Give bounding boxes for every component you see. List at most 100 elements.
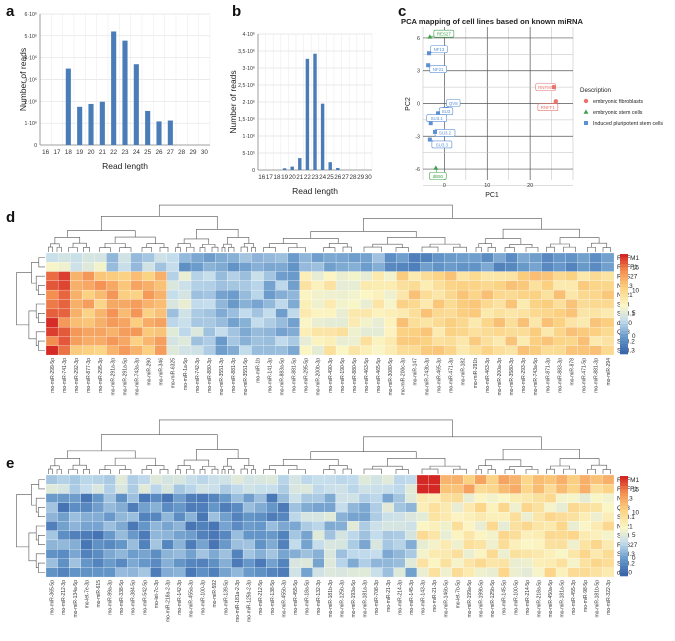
heatmap-cell [208, 567, 221, 578]
column-dendrogram-branch [550, 465, 570, 470]
heatmap-cell [202, 336, 216, 346]
heatmap-cell [242, 539, 255, 550]
heatmap-cell [118, 336, 131, 346]
heatmap-cell [289, 567, 302, 578]
colorbar-segment [620, 284, 628, 288]
heatmap-cell [178, 252, 192, 263]
heatmap-cell [142, 271, 155, 281]
heatmap-cell [382, 484, 394, 494]
column-label: mo-miR-743a-5p [533, 358, 539, 396]
column-label: mo-miR-881-5p [292, 358, 298, 393]
heatmap-cell [166, 271, 180, 281]
heatmap-cell [287, 345, 300, 356]
x-tick-label: 24 [319, 174, 327, 181]
x-tick-label: 21 [296, 174, 304, 181]
heatmap-cell [45, 558, 58, 568]
heatmap-cell [486, 539, 499, 550]
heatmap-cell [393, 521, 406, 531]
heatmap-cell [173, 484, 186, 494]
heatmap-cell [347, 539, 360, 550]
heatmap-cell [456, 280, 470, 291]
heatmap-cell [544, 521, 557, 531]
heatmap-cell [184, 530, 197, 541]
x-tick-label: 16 [42, 149, 50, 156]
column-label: mo-miR-294 [606, 358, 612, 386]
column-dendrogram-branch [221, 247, 226, 252]
y-tick-label: 2·10⁶ [24, 99, 37, 105]
x-tick-label: 27 [342, 174, 350, 181]
heatmap-cell [521, 539, 534, 550]
y-tick-label: 5·10⁵ [242, 151, 255, 157]
heatmap-cell [208, 484, 221, 494]
heatmap-cell [173, 539, 186, 550]
column-dendrogram-branch [263, 247, 276, 252]
heatmap-cell [335, 567, 348, 578]
heatmap-cell [474, 530, 487, 541]
heatmap-cell [416, 493, 429, 503]
column-label: mo-miR-218a-5p [536, 580, 542, 618]
x-tick-label: 30 [201, 149, 209, 156]
heatmap-cell [138, 530, 151, 541]
heatmap-cell [45, 271, 59, 281]
heatmap-cell [208, 521, 221, 531]
heatmap-cell [106, 289, 119, 300]
heatmap-cell [150, 484, 163, 494]
panel-label-b: b [232, 3, 241, 20]
heatmap-cell [541, 327, 554, 337]
point-marker-square [426, 63, 431, 68]
heatmap-cell [396, 252, 409, 263]
column-label: mo-miR-455a-3p [189, 580, 195, 618]
heatmap-cell [311, 317, 325, 328]
heatmap-cell [553, 280, 566, 291]
point-label: SU3 [442, 109, 451, 114]
x-tick-label: 10 [484, 183, 490, 189]
heatmap-cell [505, 317, 518, 328]
heatmap-cell [529, 262, 542, 272]
point-label-box [431, 140, 453, 149]
heatmap-cell [480, 308, 494, 319]
heatmap-cell [69, 530, 81, 541]
heatmap-cell [590, 511, 603, 522]
heatmap-cell [118, 299, 131, 309]
heatmap-cell [393, 493, 406, 503]
heatmap-cell [70, 252, 83, 263]
heatmap-cell [432, 345, 445, 356]
heatmap-cell [178, 289, 192, 300]
heatmap-cell [227, 271, 240, 281]
heatmap-cell [266, 511, 279, 522]
heatmap-cell [300, 474, 313, 485]
column-label: mo-miR-295-5p [304, 358, 310, 393]
heatmap-cell [396, 345, 409, 356]
heatmap-cell [497, 521, 510, 531]
heatmap-cell [190, 262, 204, 272]
heatmap-cell [190, 345, 204, 356]
heatmap-cell [480, 327, 494, 337]
column-label: mo-miR-455b-3p [281, 580, 287, 618]
heatmap-cell [348, 289, 361, 300]
heatmap-cell [439, 549, 452, 559]
heatmap-cell [505, 271, 518, 281]
heatmap-cell [486, 530, 499, 541]
heatmap-cell [505, 327, 518, 337]
heatmap-cell [509, 539, 522, 550]
column-label: mo-miR-1b [255, 358, 261, 383]
heatmap-cell [103, 558, 116, 568]
column-dendrogram-branch [421, 468, 439, 474]
heatmap-cell [190, 308, 204, 319]
heatmap-cell [521, 558, 534, 568]
heatmap-cell [348, 345, 361, 356]
heatmap-cell [215, 271, 228, 281]
heatmap-cell [517, 327, 530, 337]
column-dendrogram-branch [269, 465, 298, 470]
column-label: mo-miR-883a-5p [279, 358, 285, 396]
heatmap-cell [335, 521, 348, 531]
colorbar-segment [620, 479, 628, 483]
heatmap-cell [215, 280, 228, 291]
column-dendrogram-branch [72, 242, 87, 248]
column-label: mo-miR-450a-5p [548, 580, 554, 618]
heatmap-cell [154, 299, 168, 309]
heatmap-cell [602, 484, 615, 494]
row-dendrogram-branch [37, 312, 45, 323]
heatmap-cell [287, 327, 300, 337]
